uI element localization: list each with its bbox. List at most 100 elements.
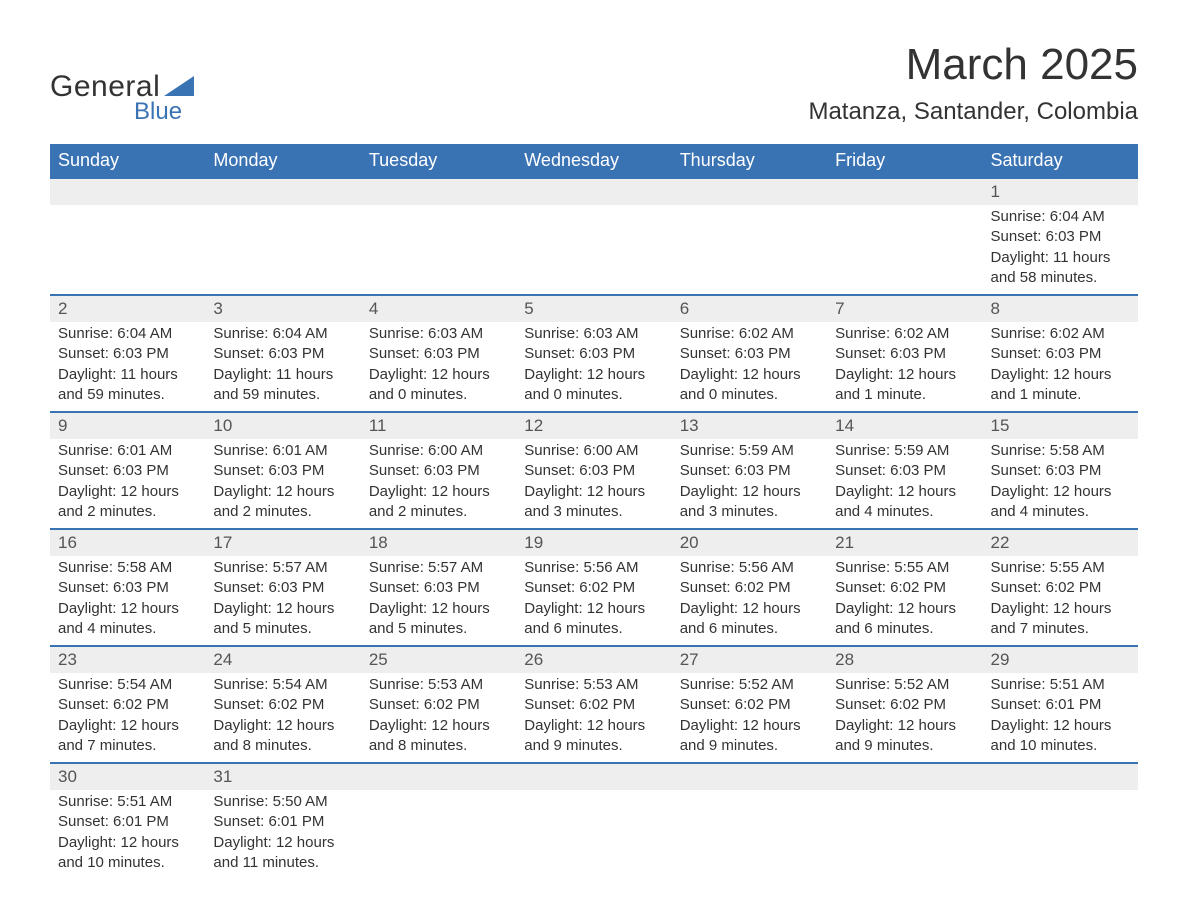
- calendar-table: Sunday Monday Tuesday Wednesday Thursday…: [50, 144, 1138, 879]
- calendar-cell: 21Sunrise: 5:55 AMSunset: 6:02 PMDayligh…: [827, 528, 982, 645]
- sunrise-text: Sunrise: 6:00 AM: [369, 441, 508, 461]
- day-body: Sunrise: 6:00 AMSunset: 6:03 PMDaylight:…: [361, 439, 516, 528]
- month-title: March 2025: [808, 40, 1138, 90]
- day-number: 1: [983, 177, 1138, 205]
- calendar-cell: [516, 762, 671, 879]
- calendar-cell: 22Sunrise: 5:55 AMSunset: 6:02 PMDayligh…: [983, 528, 1138, 645]
- day-number: [205, 177, 360, 205]
- sunrise-text: Sunrise: 5:50 AM: [213, 792, 352, 812]
- calendar-cell: 7Sunrise: 6:02 AMSunset: 6:03 PMDaylight…: [827, 294, 982, 411]
- calendar-week-row: 9Sunrise: 6:01 AMSunset: 6:03 PMDaylight…: [50, 411, 1138, 528]
- daylight-text: Daylight: 12 hours and 3 minutes.: [524, 482, 663, 523]
- day-body: Sunrise: 5:53 AMSunset: 6:02 PMDaylight:…: [361, 673, 516, 762]
- day-body: [983, 790, 1138, 798]
- day-body: [516, 205, 671, 213]
- daylight-text: Daylight: 12 hours and 0 minutes.: [369, 365, 508, 406]
- sunset-text: Sunset: 6:03 PM: [369, 344, 508, 364]
- day-body: Sunrise: 5:59 AMSunset: 6:03 PMDaylight:…: [827, 439, 982, 528]
- calendar-week-row: 30Sunrise: 5:51 AMSunset: 6:01 PMDayligh…: [50, 762, 1138, 879]
- calendar-cell: 2Sunrise: 6:04 AMSunset: 6:03 PMDaylight…: [50, 294, 205, 411]
- day-number: 27: [672, 645, 827, 673]
- day-body: Sunrise: 5:56 AMSunset: 6:02 PMDaylight:…: [672, 556, 827, 645]
- day-number: 17: [205, 528, 360, 556]
- sunrise-text: Sunrise: 5:54 AM: [58, 675, 197, 695]
- calendar-cell: 20Sunrise: 5:56 AMSunset: 6:02 PMDayligh…: [672, 528, 827, 645]
- day-header: Saturday: [983, 144, 1138, 177]
- day-number: 5: [516, 294, 671, 322]
- daylight-text: Daylight: 12 hours and 8 minutes.: [369, 716, 508, 757]
- sunrise-text: Sunrise: 5:53 AM: [369, 675, 508, 695]
- day-body: [50, 205, 205, 213]
- sunset-text: Sunset: 6:03 PM: [680, 461, 819, 481]
- day-body: Sunrise: 5:57 AMSunset: 6:03 PMDaylight:…: [361, 556, 516, 645]
- daylight-text: Daylight: 12 hours and 7 minutes.: [58, 716, 197, 757]
- day-number: [983, 762, 1138, 790]
- day-number: 13: [672, 411, 827, 439]
- day-number: [827, 762, 982, 790]
- day-body: Sunrise: 6:03 AMSunset: 6:03 PMDaylight:…: [361, 322, 516, 411]
- day-number: 14: [827, 411, 982, 439]
- sunset-text: Sunset: 6:03 PM: [991, 227, 1130, 247]
- day-number: [516, 177, 671, 205]
- day-number: 25: [361, 645, 516, 673]
- sunset-text: Sunset: 6:03 PM: [835, 461, 974, 481]
- sunrise-text: Sunrise: 6:02 AM: [991, 324, 1130, 344]
- day-header: Thursday: [672, 144, 827, 177]
- sunset-text: Sunset: 6:03 PM: [58, 461, 197, 481]
- calendar-body: 1 Sunrise: 6:04 AMSunset: 6:03 PMDaylight…: [50, 177, 1138, 879]
- day-number: 9: [50, 411, 205, 439]
- calendar-cell: [361, 762, 516, 879]
- sunrise-text: Sunrise: 5:55 AM: [835, 558, 974, 578]
- calendar-cell: 29Sunrise: 5:51 AMSunset: 6:01 PMDayligh…: [983, 645, 1138, 762]
- daylight-text: Daylight: 11 hours and 59 minutes.: [58, 365, 197, 406]
- logo: General Blue: [50, 70, 194, 126]
- sunset-text: Sunset: 6:02 PM: [835, 695, 974, 715]
- day-body: [361, 205, 516, 213]
- day-number: 22: [983, 528, 1138, 556]
- day-body: Sunrise: 5:52 AMSunset: 6:02 PMDaylight:…: [827, 673, 982, 762]
- sunrise-text: Sunrise: 5:51 AM: [991, 675, 1130, 695]
- day-body: Sunrise: 5:57 AMSunset: 6:03 PMDaylight:…: [205, 556, 360, 645]
- calendar-cell: 8Sunrise: 6:02 AMSunset: 6:03 PMDaylight…: [983, 294, 1138, 411]
- sunset-text: Sunset: 6:02 PM: [213, 695, 352, 715]
- daylight-text: Daylight: 12 hours and 1 minute.: [835, 365, 974, 406]
- sunrise-text: Sunrise: 6:03 AM: [369, 324, 508, 344]
- calendar-cell: 13Sunrise: 5:59 AMSunset: 6:03 PMDayligh…: [672, 411, 827, 528]
- calendar-cell: [205, 177, 360, 294]
- daylight-text: Daylight: 11 hours and 58 minutes.: [991, 248, 1130, 289]
- day-body: Sunrise: 5:54 AMSunset: 6:02 PMDaylight:…: [205, 673, 360, 762]
- sunset-text: Sunset: 6:01 PM: [991, 695, 1130, 715]
- daylight-text: Daylight: 12 hours and 6 minutes.: [524, 599, 663, 640]
- day-body: Sunrise: 6:00 AMSunset: 6:03 PMDaylight:…: [516, 439, 671, 528]
- calendar-cell: 16Sunrise: 5:58 AMSunset: 6:03 PMDayligh…: [50, 528, 205, 645]
- sunset-text: Sunset: 6:03 PM: [991, 344, 1130, 364]
- calendar-cell: 4Sunrise: 6:03 AMSunset: 6:03 PMDaylight…: [361, 294, 516, 411]
- day-body: Sunrise: 5:55 AMSunset: 6:02 PMDaylight:…: [827, 556, 982, 645]
- day-body: Sunrise: 5:56 AMSunset: 6:02 PMDaylight:…: [516, 556, 671, 645]
- day-number: 23: [50, 645, 205, 673]
- day-body: Sunrise: 6:02 AMSunset: 6:03 PMDaylight:…: [672, 322, 827, 411]
- calendar-cell: 11Sunrise: 6:00 AMSunset: 6:03 PMDayligh…: [361, 411, 516, 528]
- daylight-text: Daylight: 12 hours and 10 minutes.: [58, 833, 197, 874]
- daylight-text: Daylight: 12 hours and 9 minutes.: [524, 716, 663, 757]
- sunset-text: Sunset: 6:03 PM: [213, 344, 352, 364]
- day-number: 6: [672, 294, 827, 322]
- day-body: Sunrise: 6:04 AMSunset: 6:03 PMDaylight:…: [205, 322, 360, 411]
- day-number: 26: [516, 645, 671, 673]
- day-header: Sunday: [50, 144, 205, 177]
- daylight-text: Daylight: 12 hours and 6 minutes.: [680, 599, 819, 640]
- day-body: Sunrise: 5:51 AMSunset: 6:01 PMDaylight:…: [983, 673, 1138, 762]
- sunset-text: Sunset: 6:01 PM: [58, 812, 197, 832]
- daylight-text: Daylight: 12 hours and 9 minutes.: [835, 716, 974, 757]
- calendar-week-row: 2Sunrise: 6:04 AMSunset: 6:03 PMDaylight…: [50, 294, 1138, 411]
- day-number: 29: [983, 645, 1138, 673]
- calendar-cell: 23Sunrise: 5:54 AMSunset: 6:02 PMDayligh…: [50, 645, 205, 762]
- calendar-cell: 19Sunrise: 5:56 AMSunset: 6:02 PMDayligh…: [516, 528, 671, 645]
- day-body: [827, 205, 982, 213]
- calendar-cell: 6Sunrise: 6:02 AMSunset: 6:03 PMDaylight…: [672, 294, 827, 411]
- sunrise-text: Sunrise: 5:51 AM: [58, 792, 197, 812]
- daylight-text: Daylight: 11 hours and 59 minutes.: [213, 365, 352, 406]
- location-subtitle: Matanza, Santander, Colombia: [808, 98, 1138, 126]
- calendar-week-row: 16Sunrise: 5:58 AMSunset: 6:03 PMDayligh…: [50, 528, 1138, 645]
- sunrise-text: Sunrise: 5:58 AM: [991, 441, 1130, 461]
